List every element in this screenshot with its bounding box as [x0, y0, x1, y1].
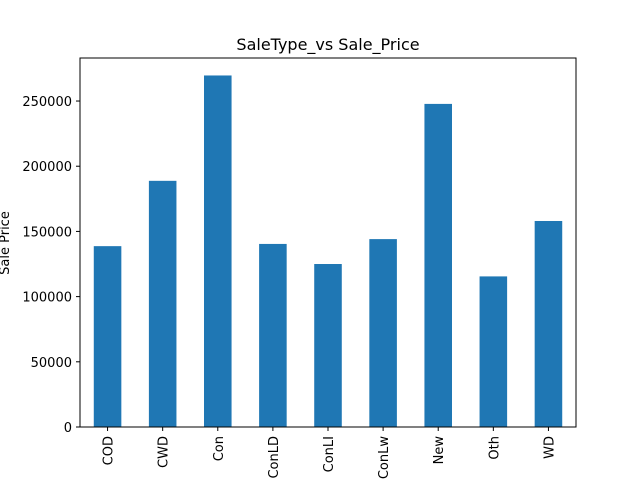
x-tick-label: CWD — [157, 436, 172, 468]
bar-conld — [259, 243, 287, 427]
x-tick-label: WD — [542, 436, 557, 459]
y-tick-label: 50000 — [31, 356, 72, 371]
y-tick-label: 200000 — [22, 160, 72, 175]
y-tick-label: 150000 — [22, 225, 72, 240]
x-tick-label: Con — [212, 436, 227, 461]
y-tick-label: 100000 — [22, 291, 72, 306]
x-tick-label: Oth — [487, 436, 502, 460]
bars — [93, 75, 563, 428]
x-tick-label: COD — [102, 436, 117, 465]
bar-cwd — [148, 180, 177, 427]
y-tick-label: 250000 — [22, 95, 72, 110]
bar-conli — [314, 264, 342, 427]
bar-cod — [93, 246, 122, 427]
plot-frame — [79, 57, 577, 428]
y-tick-label: 0 — [64, 421, 72, 436]
x-tick-label: New — [432, 436, 447, 465]
y-axis: 0 50000 100000 150000 200000 250000 — [22, 95, 80, 436]
y-axis-label: Sale Price — [0, 211, 13, 275]
x-tick-label: ConLw — [377, 436, 392, 480]
chart-title: SaleType_vs Sale_Price — [236, 35, 419, 55]
bar-oth — [479, 276, 508, 427]
bar-con — [204, 75, 232, 427]
bar-conlw — [369, 239, 397, 427]
x-tick-label: ConLD — [267, 436, 282, 479]
bar-wd — [534, 220, 563, 427]
bar-new — [424, 103, 452, 428]
x-tick-label: ConLI — [322, 436, 337, 472]
x-axis: COD CWD Con ConLD ConLI ConLw New Oth WD — [102, 427, 557, 480]
